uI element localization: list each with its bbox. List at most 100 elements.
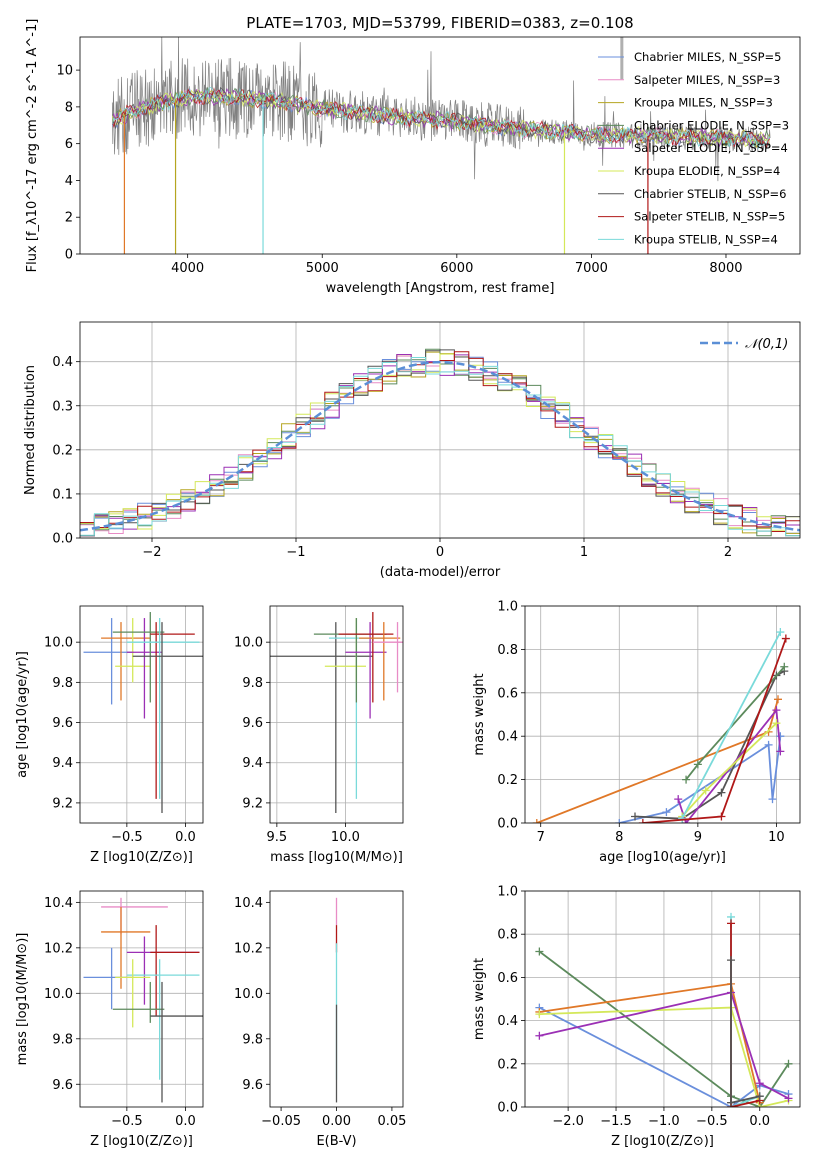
weight-marker [693,760,702,769]
weight-line [539,982,761,1103]
weight-marker [638,819,647,823]
weight-line [642,638,787,823]
z-mass-ytick-label: 10.2 [44,941,73,956]
ebv-mass-xtick-label: 0.05 [377,1114,406,1129]
age-weight-ytick-label: 0.6 [497,686,518,701]
age-weight-xtick-label: 10 [768,830,785,845]
z-age-axes: −0.5 0.0 9.2 9.4 9.6 9.8 10.0 Z [log10(Z/Z⊙)] ag… [15,605,204,865]
ebv-mass-ytick-label: 10.4 [234,896,263,911]
weight-marker [784,1094,793,1103]
ebv-mass-ytick-label: 9.6 [242,1078,263,1093]
weight-marker [776,747,785,756]
weight-marker [776,732,785,741]
spectrum-ylabel: Flux [f_λ10^-17 erg cm^-2 s^-1 A^-1] [25,19,40,273]
residuals-plot [80,348,800,537]
weight-marker [781,634,790,643]
z-weight-xtick-label: −1.0 [648,1114,680,1129]
weight-line [539,1006,789,1107]
z-mass-ylabel: mass [log10(M/M⊙)] [15,933,30,1066]
z-weight-xtick-label: 0.0 [749,1114,770,1129]
mass-age-ytick-label: 9.2 [242,796,263,811]
age-weight-xtick-label: 9 [694,830,702,845]
age-weight-xtick-label: 8 [615,830,623,845]
weight-marker [755,1092,764,1101]
residuals-ytick-label: 0.1 [52,487,73,502]
z-weight-ytick-label: 0.8 [497,928,518,943]
spectrum-ytick-label: 8 [65,100,73,115]
ebv-mass-axes: −0.05 0.00 0.05 9.6 9.8 10.0 10.2 10.4 E(B-V) [234,890,406,1149]
z-mass-axes: −0.5 0.0 9.6 9.8 10.0 10.2 10.4 Z [log10(Z/Z⊙)]… [15,890,204,1149]
weight-marker [727,919,736,928]
legend-label: Salpeter ELODIE, N_SSP=4 [634,141,788,155]
residuals-ytick-label: 0.0 [52,532,73,547]
z-mass-ytick-label: 9.6 [52,1078,73,1093]
spectrum-xtick-label: 7000 [575,261,608,276]
residuals-frame [79,321,801,539]
z-age-ytick-label: 9.6 [52,716,73,731]
weight-marker [755,1079,764,1088]
mass-age-ytick-label: 9.8 [242,676,263,691]
mass-age-ytick-label: 9.6 [242,716,263,731]
z-weight-xtick-label: −1.5 [600,1114,632,1129]
legend-label: Kroupa ELODIE, N_SSP=4 [634,164,780,178]
weight-marker [784,1059,793,1068]
z-mass-ytick-label: 9.8 [52,1032,73,1047]
z-mass-xtick-label: 0.0 [175,1114,196,1129]
legend-label: Kroupa MILES, N_SSP=3 [634,96,773,110]
weight-line [730,916,761,1107]
normal-curve [80,360,800,532]
weight-marker [772,719,781,728]
ebv-mass-frame [269,890,404,1108]
weight-marker [674,795,683,804]
weight-marker [535,1010,544,1019]
z-weight-ytick-label: 0.0 [497,1101,518,1116]
age-weight-ylabel: mass weight [472,673,487,755]
residuals-xtick-label: −1 [286,545,305,560]
z-weight-axes: −2.0 −1.5 −1.0 −0.5 0.0 0.0 0.2 0.4 0.6 0.8 1.0 Z [… [472,885,801,1149]
z-mass-frame [79,890,204,1108]
age-weight-ytick-label: 0.8 [497,643,518,658]
spectrum-xtick-label: 5000 [306,261,339,276]
z-age-xlabel: Z [log10(Z/Z⊙)] [90,850,193,865]
spectrum-ytick-label: 2 [65,211,73,226]
z-weight-xlabel: Z [log10(Z/Z⊙)] [611,1134,714,1149]
z-age-xtick-label: −0.5 [111,830,143,845]
z-age-xtick-label: 0.0 [175,830,196,845]
residuals-xtick-label: 1 [580,545,588,560]
residuals-xtick-label: 0 [436,545,444,560]
spectrum-xtick-label: 4000 [171,261,204,276]
legend-label: Kroupa STELIB, N_SSP=4 [634,232,778,246]
spectrum-ytick-label: 6 [65,137,73,152]
weight-marker [615,819,624,823]
z-weight-xtick-label: −2.0 [552,1114,584,1129]
spectrum-model-line [111,87,770,148]
ebv-mass-xtick-label: −0.05 [261,1114,301,1129]
residuals-axes: −2 −1 0 1 2 0.0 0.1 0.2 0.3 0.4 (data-model)/error… [23,321,801,580]
age-weight-axes: 7 8 9 10 0.0 0.2 0.4 0.6 0.8 1.0 age [log10(age/yr… [472,600,801,865]
z-age-ytick-label: 9.8 [52,676,73,691]
z-weight-xtick-label: −0.5 [696,1114,728,1129]
legend-label: Chabrier ELODIE, N_SSP=3 [634,118,789,132]
age-weight-ytick-label: 0.4 [497,730,518,745]
weight-marker [682,775,691,784]
weight-marker [701,786,710,795]
spectrum-model-line [111,86,770,150]
z-weight-frame [524,890,801,1108]
ebv-mass-ytick-label: 10.0 [234,987,263,1002]
weight-marker [727,1098,736,1107]
weight-line [730,923,760,1107]
legend-label: Salpeter MILES, N_SSP=3 [634,73,780,87]
age-weight-plot [532,628,790,823]
spectrum-model-line [111,87,770,149]
residuals-ylabel: Normed distribution [23,365,38,495]
age-weight-ytick-label: 0.2 [497,773,518,788]
weight-marker [717,788,726,797]
spectrum-xtick-label: 6000 [440,261,473,276]
weight-marker [717,812,726,821]
z-weight-ylabel: mass weight [472,958,487,1040]
spectrum-model-line [111,86,770,150]
weight-marker [776,628,785,637]
spectrum-legend: Chabrier MILES, N_SSP=5 Salpeter MILES, N… [598,50,789,246]
spectrum-ytick-label: 4 [65,174,73,189]
